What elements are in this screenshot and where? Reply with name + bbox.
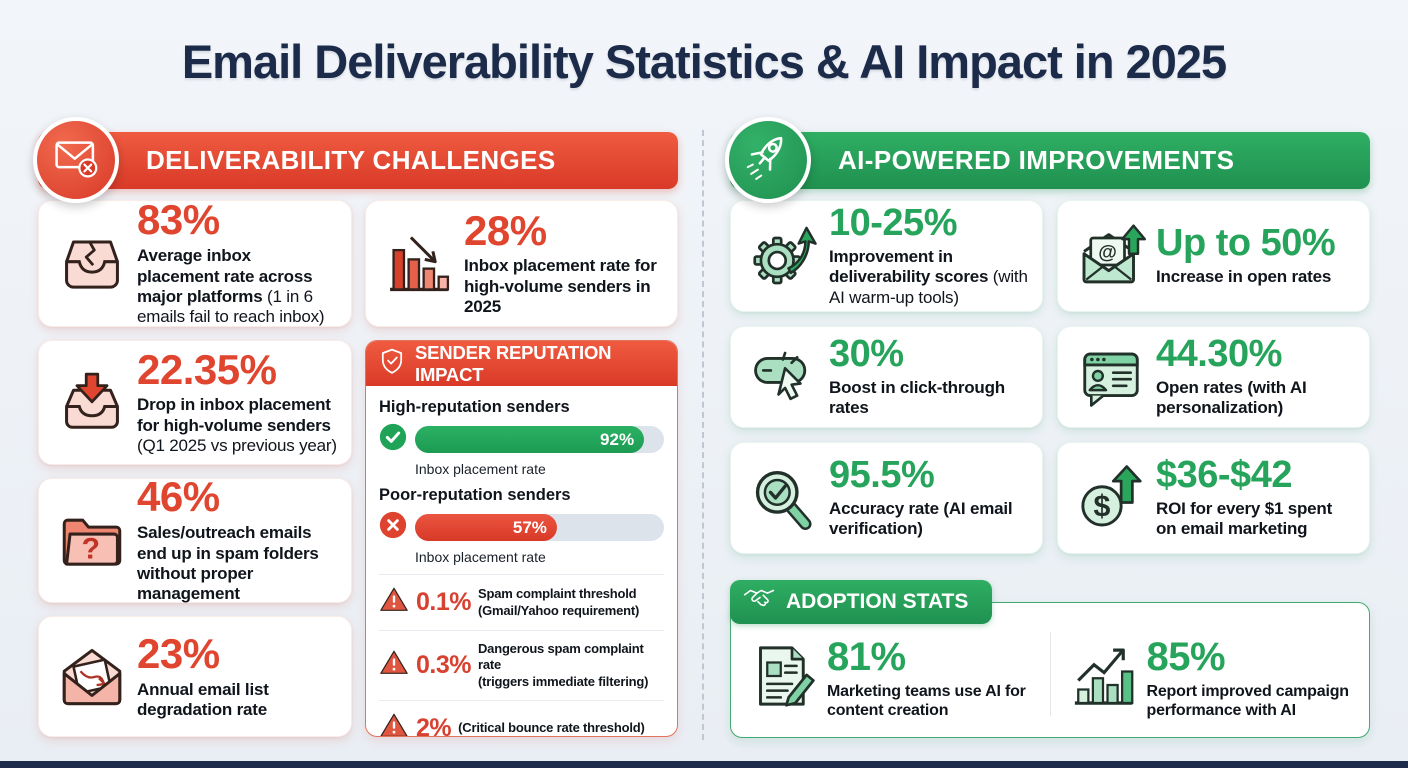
rocket-icon: [741, 130, 795, 191]
sender-reputation-panel: SENDER REPUTATION IMPACT High-reputation…: [365, 340, 678, 737]
stat-description: Accuracy rate (AI email verification): [829, 498, 1013, 539]
stat-value: 44.30%: [1156, 333, 1282, 376]
stat-value: 10-25%: [829, 202, 957, 245]
divider: [379, 574, 664, 575]
stat-value: 22.35%: [137, 345, 277, 393]
sender-reputation-header: SENDER REPUTATION IMPACT: [366, 341, 677, 386]
high-reputation-bar-row: 92%: [379, 423, 664, 456]
column-divider: [702, 130, 704, 740]
stat-card-list-degradation: 23% Annual email list degradation rate: [38, 616, 352, 737]
stat-description: Inbox placement rate for high-volume sen…: [464, 256, 657, 317]
stat-value: 81%: [827, 635, 906, 680]
stat-card-open-rates-increase: @ Up to 50% Increase in open rates: [1057, 200, 1370, 312]
stat-card-placement-drop: 22.35% Drop in inbox placement for high-…: [38, 340, 352, 465]
ai-improvements-header: AI-POWERED IMPROVEMENTS: [725, 117, 1370, 203]
threshold-row-spam-complaint: 0.1% Spam complaint threshold (Gmail/Yah…: [379, 577, 664, 628]
svg-text:?: ?: [82, 532, 100, 565]
stat-card-inbox-placement: 83% Average inbox placement rate across …: [38, 196, 352, 327]
divider: [379, 699, 664, 701]
stat-description: Open rates (with AI personalization): [1156, 377, 1307, 418]
stat-value: 23%: [137, 629, 220, 677]
warning-triangle-icon: [379, 711, 409, 736]
bar-caption: Inbox placement rate: [415, 549, 546, 565]
dollar-up-arrow-icon: $: [1072, 462, 1150, 534]
inbox-down-arrow-icon: [53, 366, 131, 440]
stat-description: Improvement in deliverability scores (wi…: [829, 246, 1028, 307]
poor-reputation-bar-row: 57%: [379, 511, 664, 544]
broken-inbox-icon: [53, 227, 131, 301]
deliverability-challenges-header: DELIVERABILITY CHALLENGES: [33, 117, 678, 203]
divider: [379, 630, 664, 631]
rocket-badge: [725, 117, 811, 203]
stat-card-verification-accuracy: 95.5% Accuracy rate (AI email verificati…: [730, 442, 1043, 554]
progress-track: 57%: [415, 514, 664, 541]
ai-improvements-section: AI-POWERED IMPROVEMENTS: [725, 117, 1370, 738]
page-title: Email Deliverability Statistics & AI Imp…: [181, 35, 1227, 88]
stat-card-deliverability-scores: 10-25% Improvement in deliverability sco…: [730, 200, 1043, 312]
envelope-degraded-icon: [53, 640, 131, 714]
stat-description: Increase in open rates: [1156, 267, 1332, 287]
threshold-row-dangerous-rate: 0.3% Dangerous spam complaint rate (trig…: [379, 633, 664, 698]
stat-description: ROI for every $1 spent on email marketin…: [1156, 498, 1333, 539]
stat-description: Sales/outreach emails end up in spam fol…: [137, 523, 319, 604]
progress-fill-high-reputation: 92%: [415, 426, 645, 453]
window-profile-icon: [1072, 342, 1150, 412]
gear-up-arrow-icon: [745, 220, 823, 292]
adoption-stats-panel: 81% Marketing teams use AI for content c…: [730, 602, 1370, 738]
adoption-stats-header: ADOPTION STATS: [730, 580, 993, 624]
stat-value: $36-$42: [1156, 454, 1292, 497]
deliverability-challenges-section: DELIVERABILITY CHALLENGES 83% Average in…: [33, 117, 678, 737]
magnifier-check-icon: [745, 462, 823, 534]
stat-value: 28%: [464, 206, 547, 254]
envelope-x-badge: [33, 117, 119, 203]
stat-card-high-volume-placement: 28% Inbox placement rate for high-volume…: [365, 200, 678, 327]
warning-triangle-icon: [379, 585, 409, 620]
bar-caption: Inbox placement rate: [415, 461, 546, 477]
divider: [1049, 632, 1051, 716]
ai-improvements-title: AI-POWERED IMPROVEMENTS: [838, 145, 1235, 175]
progress-fill-poor-reputation: 57%: [415, 514, 557, 541]
shield-check-icon: [378, 347, 406, 380]
stat-value: 85%: [1146, 635, 1226, 680]
x-circle-icon: [379, 511, 407, 544]
threshold-row-bounce-rate: 2% (Critical bounce rate threshold): [379, 703, 664, 736]
progress-track: 92%: [415, 426, 664, 453]
adoption-stat-content-creation: 81% Marketing teams use AI for content c…: [731, 637, 1050, 720]
stat-value: 46%: [137, 473, 220, 521]
svg-text:@: @: [1098, 242, 1117, 263]
envelope-at-up-icon: @: [1072, 220, 1150, 292]
stat-description: Drop in inbox placement for high-volume …: [137, 395, 337, 456]
svg-text:$: $: [1094, 490, 1111, 523]
bar-group-label: Poor-reputation senders: [379, 486, 571, 504]
stat-description: Boost in click-through rates: [829, 377, 1005, 418]
stat-description: Annual email list degradation rate: [137, 679, 269, 719]
stat-card-open-rates-personalization: 44.30% Open rates (with AI personalizati…: [1057, 326, 1370, 428]
stat-description: Average inbox placement rate across majo…: [137, 246, 325, 327]
stat-card-click-through: 30% Boost in click-through rates: [730, 326, 1043, 428]
declining-bars-icon: [380, 227, 458, 301]
stat-card-roi: $ $36-$42 ROI for every $1 spent on emai…: [1057, 442, 1370, 554]
chart-up-icon: [1067, 640, 1139, 717]
adoption-stats-section: ADOPTION STATS 81%: [730, 580, 1370, 738]
warning-triangle-icon: [379, 648, 409, 683]
stat-card-spam-folders: ? 46% Sales/outreach emails end up in sp…: [38, 473, 352, 604]
deliverability-challenges-title: DELIVERABILITY CHALLENGES: [146, 145, 556, 175]
handshake-icon: [742, 582, 776, 622]
adoption-stat-campaign-performance: 85% Report improved campaign performance…: [1051, 637, 1370, 720]
check-circle-icon: [379, 423, 407, 456]
stat-value: Up to 50%: [1156, 222, 1336, 265]
click-cursor-icon: [745, 342, 823, 412]
stat-description: Report improved campaign performance wit…: [1146, 683, 1350, 720]
footer-bar: [0, 761, 1408, 768]
stat-value: 83%: [137, 196, 220, 244]
stat-description: Marketing teams use AI for content creat…: [827, 683, 1026, 720]
document-pencil-icon: [747, 640, 819, 717]
bar-group-label: High-reputation senders: [379, 398, 570, 416]
envelope-x-icon: [49, 130, 103, 191]
folder-question-icon: ?: [53, 504, 131, 578]
stat-value: 30%: [829, 333, 904, 376]
stat-value: 95.5%: [829, 454, 935, 497]
